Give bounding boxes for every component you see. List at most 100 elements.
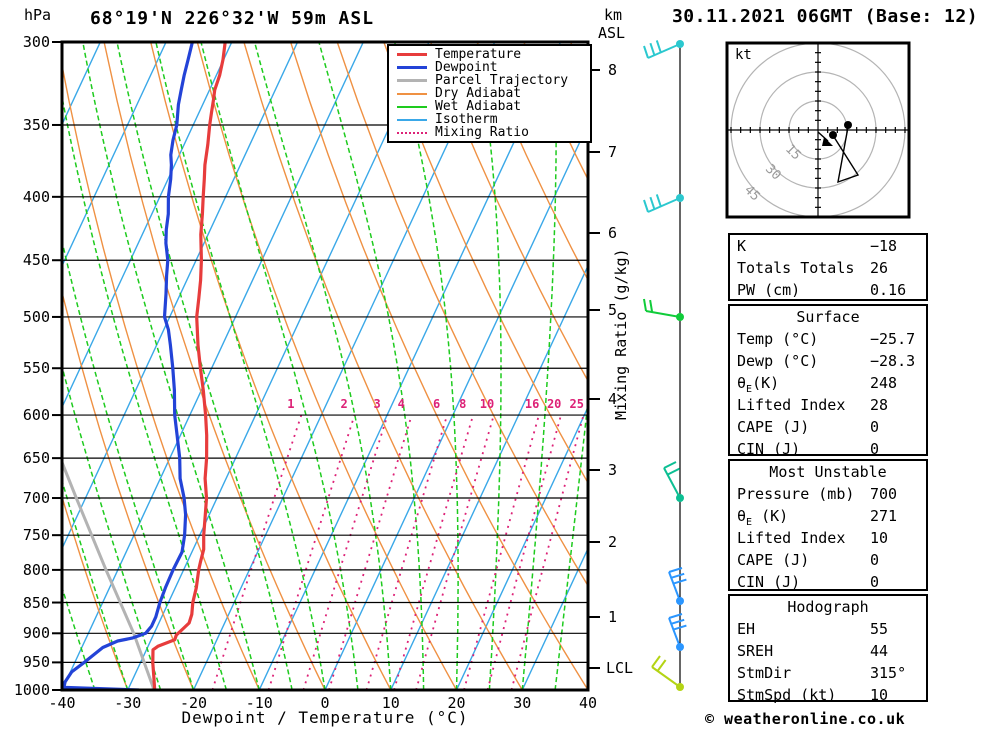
mixing-ratio-label: 20 — [546, 397, 562, 411]
temperature-curve — [151, 43, 227, 689]
km-tick-label: 8 — [608, 61, 618, 79]
table-row: Temp (°C) −25.7 — [730, 328, 926, 350]
table-row-value: 55 — [870, 620, 889, 638]
wind-barb — [643, 40, 684, 59]
legend-label: Wet Adiabat — [435, 99, 522, 114]
table-row-label: CAPE (J) — [737, 418, 810, 436]
temperature-tick-label: -10 — [245, 694, 273, 712]
table-row: CIN (J) 0 — [730, 571, 926, 593]
table-row-label: θE(K) — [737, 374, 780, 395]
isotherm-lines — [63, 43, 587, 689]
table-row-label: Lifted Index — [737, 396, 846, 414]
table-row: Totals Totals 26 — [730, 257, 926, 279]
km-tick-label: 2 — [608, 533, 618, 551]
skewt-plot-area — [63, 43, 587, 689]
table-row-label: Lifted Index — [737, 529, 846, 547]
table-row-label: CAPE (J) — [737, 551, 810, 569]
temperature-tick-label: -40 — [48, 694, 76, 712]
wind-barb-column — [643, 40, 687, 691]
pressure-tick-label: 300 — [22, 33, 50, 51]
km-tick-label: 3 — [608, 461, 618, 479]
km-tick-label: 7 — [608, 143, 618, 161]
table-row-value: 0 — [870, 440, 880, 458]
legend-item: Isotherm — [389, 113, 590, 126]
mixing-ratio-label: 16 — [524, 397, 540, 411]
table-row-value: 271 — [870, 507, 898, 525]
pressure-tick-label: 850 — [22, 593, 50, 612]
table-row-value: 315° — [870, 664, 907, 682]
table-row-label: Pressure (mb) — [737, 485, 855, 503]
legend-label: Dry Adiabat — [435, 86, 522, 101]
legend-label: Parcel Trajectory — [435, 73, 569, 88]
wind-barb — [663, 461, 684, 502]
temperature-tick-label: -20 — [179, 694, 208, 712]
table-row: CAPE (J) 0 — [730, 549, 926, 571]
table-row-label: SREH — [737, 642, 774, 660]
legend-swatch-parcel-trajectory — [397, 79, 427, 82]
table-row: Lifted Index 28 — [730, 394, 926, 416]
pressure-tick-label: 950 — [22, 653, 50, 672]
table-row-value: −28.3 — [870, 352, 916, 370]
pressure-tick-label: 650 — [22, 449, 50, 468]
table-row-value: 10 — [870, 686, 889, 704]
table-title: Surface — [796, 308, 860, 326]
legend-label: Dewpoint — [435, 60, 498, 75]
copyright-notice: © weatheronline.co.uk — [705, 710, 906, 728]
mixing-ratio-label: 6 — [433, 397, 441, 411]
hodograph-trace — [833, 126, 860, 184]
mixing-ratio-label: 3 — [373, 397, 381, 411]
legend-swatch-dry-adiabat — [397, 92, 427, 95]
mixing-ratio-label: 1 — [287, 397, 295, 411]
hodograph-unit-label: kt — [735, 47, 752, 63]
pressure-tick-label: 600 — [22, 406, 50, 425]
table-row: SREH 44 — [730, 640, 926, 662]
indices-table: K −18 Totals Totals 26 PW (cm) 0.16 — [728, 233, 928, 301]
wind-barb — [651, 655, 684, 691]
table-row-label: PW (cm) — [737, 281, 801, 299]
pressure-gridlines — [63, 124, 587, 663]
table-row-value: 0 — [870, 573, 880, 591]
table-row-label: StmDir — [737, 664, 792, 682]
table-row: StmSpd (kt) 10 — [730, 684, 926, 706]
table-title: Hodograph — [787, 598, 869, 616]
altitude-axis-unit-asl: ASL — [598, 24, 626, 42]
pressure-tick-label: 450 — [22, 251, 50, 270]
dewpoint-curve — [63, 43, 194, 689]
wind-barb — [643, 194, 684, 213]
legend-box: Temperature Dewpoint Parcel Trajectory Dry … — [387, 44, 592, 143]
run-datetime: 30.11.2021 06GMT (Base: 12) — [671, 6, 979, 27]
table-row: Lifted Index 10 — [730, 527, 926, 549]
legend-swatch-wet-adiabat — [397, 105, 427, 108]
legend-label: Mixing Ratio — [435, 125, 529, 140]
table-row: StmDir 315° — [730, 662, 926, 684]
temperature-tick-label: 40 — [578, 694, 598, 712]
legend-item: Parcel Trajectory — [389, 74, 590, 87]
legend-swatch-isotherm — [397, 118, 427, 121]
temperature-tick-label: 30 — [513, 694, 532, 712]
temperature-tick-label: 20 — [447, 694, 466, 712]
pressure-tick-label: 550 — [22, 359, 50, 378]
parcel-trajectory-curve — [63, 462, 156, 689]
mixing-ratio-label: 4 — [397, 397, 405, 411]
table-row-label: Temp (°C) — [737, 330, 819, 348]
wind-barb — [643, 298, 684, 321]
table-row-value: 10 — [870, 529, 889, 547]
legend-swatch-temperature — [397, 53, 427, 56]
temperature-tick-label: 10 — [381, 694, 400, 712]
table-row-label: θE (K) — [737, 507, 789, 528]
wind-barb — [668, 567, 687, 605]
pressure-tick-label: 800 — [22, 560, 50, 579]
pressure-tick-label: 1000 — [13, 681, 50, 699]
legend-swatch-dewpoint — [397, 66, 427, 69]
legend-item: Dry Adiabat — [389, 87, 590, 100]
legend-item: Mixing Ratio — [389, 126, 590, 139]
table-row-value: 248 — [870, 374, 898, 392]
lcl-label: LCL — [606, 659, 634, 677]
km-tick-label: 5 — [608, 301, 618, 319]
legend-item: Temperature — [389, 48, 590, 61]
pressure-tick-label: 700 — [22, 489, 50, 508]
wind-barb — [668, 613, 687, 651]
table-row: CAPE (J) 0 — [730, 416, 926, 438]
